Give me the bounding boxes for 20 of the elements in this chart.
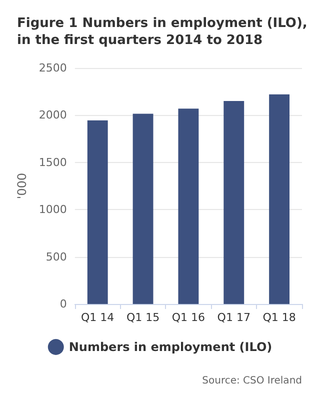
bar xyxy=(132,114,154,304)
bar xyxy=(224,101,244,304)
chart-title: Figure 1 Numbers in employment (ILO), in the first quarters 2014 to 2018 xyxy=(17,16,312,48)
y-tick-label: 1000 xyxy=(38,203,67,216)
x-tick-label: Q1 16 xyxy=(172,311,206,324)
y-tick-label: 1500 xyxy=(38,156,67,169)
x-tick-label: Q1 18 xyxy=(262,311,296,324)
bar xyxy=(269,94,290,304)
legend-label: Numbers in employment (ILO) xyxy=(68,340,272,354)
y-axis-title: '000 xyxy=(15,172,29,200)
y-tick-label: 500 xyxy=(46,250,67,264)
x-tick-label: Q1 14 xyxy=(81,311,114,324)
y-tick-label: 2500 xyxy=(38,62,67,74)
x-tick-label: Q1 17 xyxy=(217,311,250,324)
source-note: Source: CSO Ireland xyxy=(202,376,302,386)
y-tick-label: 0 xyxy=(60,298,67,310)
x-tick-label: Q1 15 xyxy=(126,311,160,324)
bar xyxy=(87,120,108,304)
bar xyxy=(178,108,199,304)
y-tick-label: 2000 xyxy=(38,108,67,122)
